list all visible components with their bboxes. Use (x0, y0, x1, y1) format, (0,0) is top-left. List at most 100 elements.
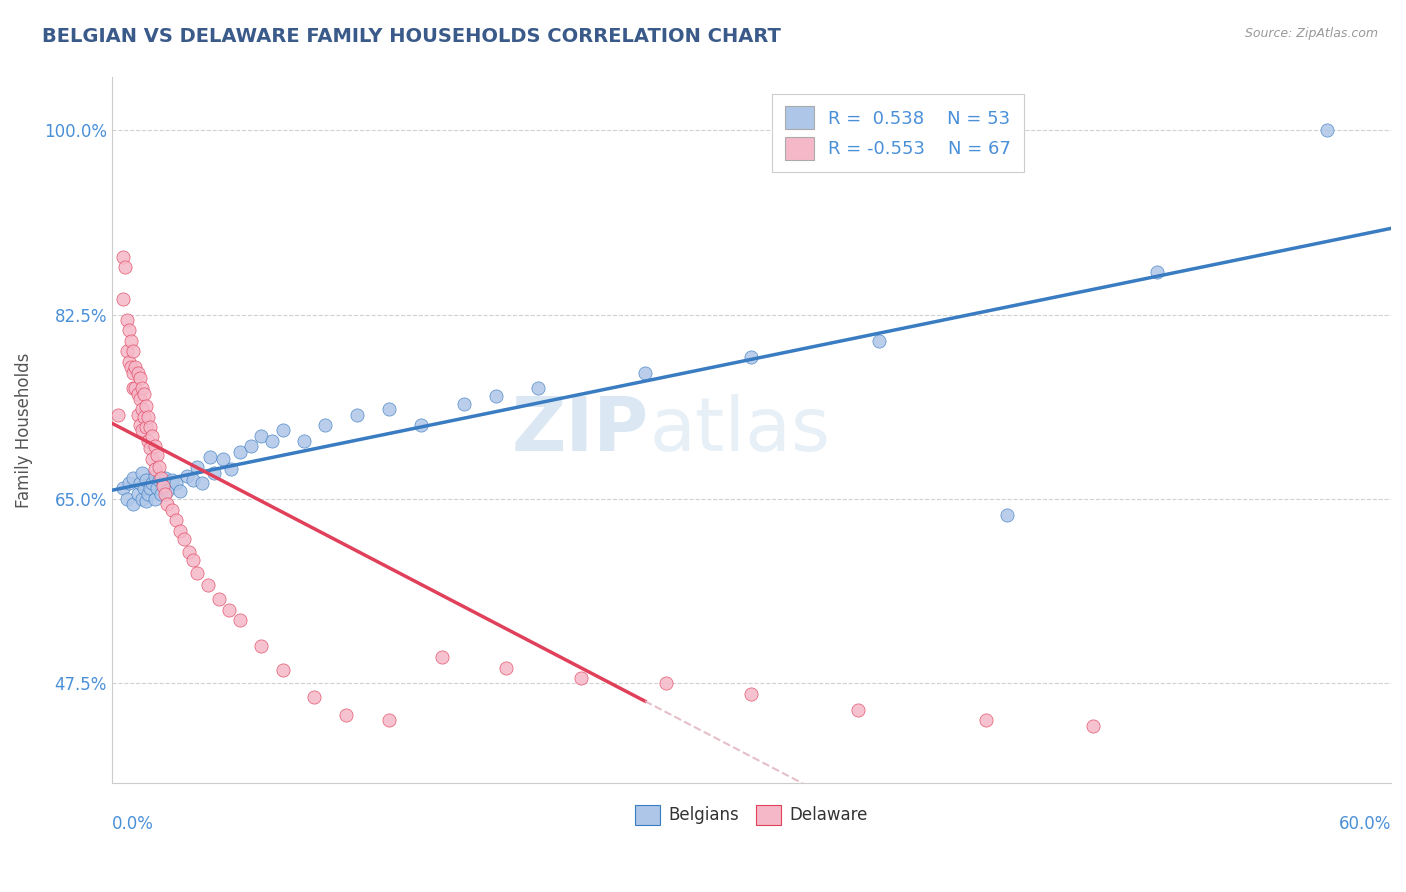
Point (1146, 265, 1168, 279)
Text: atlas: atlas (650, 394, 830, 467)
Point (190, 476, 212, 491)
Point (139, 420, 162, 434)
Point (145, 448, 167, 462)
Point (239, 439, 262, 453)
Point (115, 313, 138, 327)
Point (176, 468, 198, 483)
Point (127, 366, 149, 380)
Point (177, 544, 200, 558)
Point (1081, 718, 1104, 732)
Point (186, 566, 208, 580)
Point (409, 418, 432, 433)
Point (221, 462, 243, 476)
Point (453, 397, 475, 411)
Point (143, 491, 166, 506)
Point (250, 640, 273, 654)
Point (169, 483, 191, 498)
Point (150, 471, 173, 485)
Point (655, 676, 678, 690)
Point (868, 334, 890, 348)
Text: 0.0%: 0.0% (112, 815, 153, 833)
Point (132, 409, 155, 424)
Point (155, 471, 177, 485)
Y-axis label: Family Households: Family Households (15, 352, 32, 508)
Point (156, 497, 179, 511)
Legend: R =  0.538    N = 53, R = -0.553    N = 67: R = 0.538 N = 53, R = -0.553 N = 67 (772, 94, 1024, 172)
Point (131, 424, 153, 438)
Point (335, 708, 357, 723)
Point (740, 350, 762, 364)
Point (127, 486, 149, 500)
Point (186, 460, 208, 475)
Point (120, 334, 142, 348)
Point (128, 418, 150, 433)
Point (304, 690, 326, 704)
Point (118, 323, 141, 337)
Point (634, 366, 657, 380)
Point (124, 381, 146, 395)
Point (740, 687, 762, 701)
Point (143, 439, 166, 453)
Point (122, 344, 145, 359)
Point (131, 491, 153, 506)
Point (229, 613, 252, 627)
Point (122, 497, 145, 511)
Point (122, 366, 145, 380)
Point (124, 360, 146, 375)
Point (432, 650, 454, 665)
Point (118, 355, 141, 369)
Point (160, 502, 183, 516)
Point (292, 434, 315, 448)
Point (132, 482, 155, 496)
Point (156, 483, 179, 498)
Point (165, 513, 187, 527)
Text: BELGIAN VS DELAWARE FAMILY HOUSEHOLDS CORRELATION CHART: BELGIAN VS DELAWARE FAMILY HOUSEHOLDS CO… (42, 27, 782, 45)
Point (150, 486, 173, 500)
Point (148, 460, 170, 475)
Point (111, 482, 134, 496)
Point (569, 671, 592, 685)
Point (136, 486, 159, 500)
Point (122, 471, 145, 485)
Point (135, 420, 157, 434)
Point (131, 466, 153, 480)
Point (169, 524, 191, 538)
Point (127, 408, 149, 422)
Point (107, 408, 129, 422)
Text: Source: ZipAtlas.com: Source: ZipAtlas.com (1244, 27, 1378, 40)
Point (143, 462, 166, 476)
Point (135, 494, 157, 508)
Point (131, 381, 153, 395)
Point (148, 473, 170, 487)
Point (1316, 123, 1339, 137)
Point (314, 418, 336, 433)
Point (211, 451, 233, 466)
Point (111, 250, 134, 264)
Point (152, 476, 174, 491)
Point (250, 428, 273, 442)
Point (346, 408, 368, 422)
Point (181, 553, 204, 567)
Point (115, 491, 138, 506)
Point (145, 482, 167, 496)
Point (139, 442, 162, 456)
Point (141, 451, 163, 466)
Point (218, 602, 240, 616)
Text: 60.0%: 60.0% (1339, 815, 1391, 833)
Point (111, 292, 134, 306)
Point (141, 476, 163, 491)
Point (128, 392, 150, 406)
Point (136, 409, 159, 424)
Point (271, 663, 294, 677)
Point (127, 386, 149, 401)
Point (198, 450, 221, 464)
Point (260, 434, 283, 448)
Text: ZIP: ZIP (512, 394, 650, 467)
Point (485, 389, 508, 403)
Point (271, 424, 294, 438)
Point (197, 578, 219, 592)
Point (974, 713, 997, 727)
Point (120, 360, 142, 375)
Point (141, 428, 163, 442)
Point (143, 468, 166, 483)
